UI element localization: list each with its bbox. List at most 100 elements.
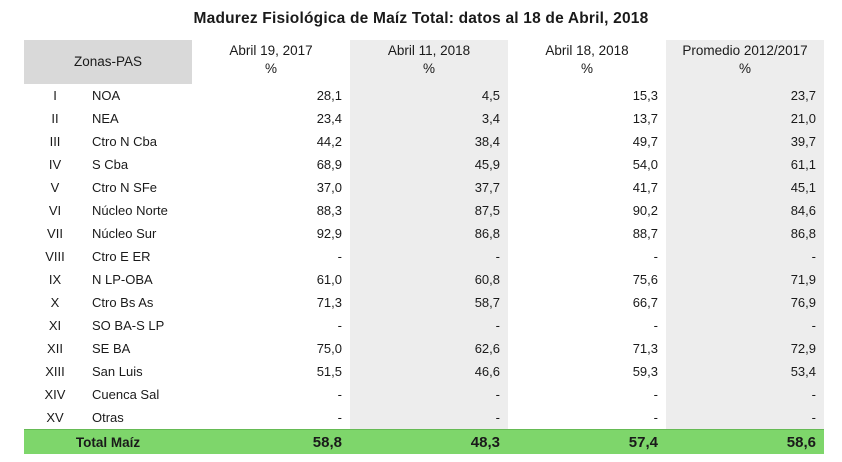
- zone-number: XIII: [24, 360, 86, 383]
- value-cell: 92,9: [316, 226, 342, 241]
- value-cell: 23,4: [316, 111, 342, 126]
- table-row: IV S Cba 68,9 45,9 54,0 61,1: [24, 153, 824, 176]
- zone-number: XII: [24, 337, 86, 360]
- zone-number: X: [24, 291, 86, 314]
- value-cell: -: [653, 318, 658, 333]
- value-cell: 45,1: [666, 176, 824, 199]
- column-header-unit: %: [264, 61, 277, 76]
- zone-number: V: [24, 176, 86, 199]
- zone-name: SO BA-S LP: [86, 314, 192, 337]
- value-cell: -: [350, 314, 508, 337]
- table-row: III Ctro N Cba 44,2 38,4 49,7 39,7: [24, 130, 824, 153]
- zonas-header: Zonas-PAS: [24, 40, 192, 84]
- value-cell: -: [337, 318, 342, 333]
- value-cell: 23,7: [666, 84, 824, 107]
- value-cell: 61,1: [666, 153, 824, 176]
- data-table-container: Zonas-PAS Abril 19, 2017 % Abril 11, 201…: [24, 40, 824, 454]
- zone-name: Ctro Bs As: [86, 291, 192, 314]
- value-cell: -: [666, 383, 824, 406]
- column-header-label: Abril 11, 2018: [387, 43, 471, 58]
- column-header-label: Promedio 2012/2017: [682, 43, 808, 58]
- page-title: Madurez Fisiológica de Maíz Total: datos…: [193, 10, 649, 27]
- zone-name: San Luis: [86, 360, 192, 383]
- value-cell: 71,9: [666, 268, 824, 291]
- column-header: Abril 18, 2018 %: [508, 40, 666, 84]
- column-header: Abril 19, 2017 %: [192, 40, 350, 84]
- table-row: VII Núcleo Sur 92,9 86,8 88,7 86,8: [24, 222, 824, 245]
- value-cell: 54,0: [632, 157, 658, 172]
- value-cell: 41,7: [632, 180, 658, 195]
- value-cell: 71,3: [632, 341, 658, 356]
- value-cell: 76,9: [666, 291, 824, 314]
- zone-name: Ctro N SFe: [86, 176, 192, 199]
- table-row: X Ctro Bs As 71,3 58,7 66,7 76,9: [24, 291, 824, 314]
- table-row: VIII Ctro E ER - - - -: [24, 245, 824, 268]
- value-cell: 66,7: [632, 295, 658, 310]
- zone-name: NOA: [86, 84, 192, 107]
- column-header-label: Abril 18, 2018: [545, 43, 629, 58]
- value-cell: 68,9: [316, 157, 342, 172]
- zone-number: II: [24, 107, 86, 130]
- table-row: VI Núcleo Norte 88,3 87,5 90,2 84,6: [24, 199, 824, 222]
- zone-number: XI: [24, 314, 86, 337]
- total-row: Total Maíz 58,8 48,3 57,4 58,6: [24, 429, 824, 454]
- column-header: Promedio 2012/2017 %: [666, 40, 824, 84]
- zone-number: XIV: [24, 383, 86, 406]
- zone-number: VI: [24, 199, 86, 222]
- zone-name: Núcleo Sur: [86, 222, 192, 245]
- value-cell: -: [653, 249, 658, 264]
- value-cell: 4,5: [350, 84, 508, 107]
- value-cell: -: [666, 406, 824, 430]
- value-cell: 71,3: [316, 295, 342, 310]
- zone-name: Núcleo Norte: [86, 199, 192, 222]
- value-cell: -: [350, 245, 508, 268]
- value-cell: -: [350, 406, 508, 430]
- value-cell: 86,8: [666, 222, 824, 245]
- zone-name: Ctro N Cba: [86, 130, 192, 153]
- table-row: II NEA 23,4 3,4 13,7 21,0: [24, 107, 824, 130]
- value-cell: 46,6: [350, 360, 508, 383]
- value-cell: 13,7: [632, 111, 658, 126]
- zone-number: IX: [24, 268, 86, 291]
- value-cell: 87,5: [350, 199, 508, 222]
- zone-number: VII: [24, 222, 86, 245]
- value-cell: 84,6: [666, 199, 824, 222]
- zone-name: Ctro E ER: [86, 245, 192, 268]
- value-cell: -: [666, 314, 824, 337]
- value-cell: 37,0: [316, 180, 342, 195]
- value-cell: 3,4: [350, 107, 508, 130]
- value-cell: 45,9: [350, 153, 508, 176]
- total-value: 58,6: [666, 429, 824, 454]
- value-cell: 60,8: [350, 268, 508, 291]
- value-cell: 72,9: [666, 337, 824, 360]
- header-row: Zonas-PAS Abril 19, 2017 % Abril 11, 201…: [24, 40, 824, 84]
- zone-name: N LP-OBA: [86, 268, 192, 291]
- value-cell: 62,6: [350, 337, 508, 360]
- value-cell: 75,0: [316, 341, 342, 356]
- zone-number: IV: [24, 153, 86, 176]
- value-cell: 90,2: [632, 203, 658, 218]
- table-row: XIII San Luis 51,5 46,6 59,3 53,4: [24, 360, 824, 383]
- value-cell: -: [337, 387, 342, 402]
- zone-number: III: [24, 130, 86, 153]
- total-value: 57,4: [508, 429, 666, 454]
- value-cell: 59,3: [632, 364, 658, 379]
- total-label: Total Maíz: [24, 429, 192, 454]
- value-cell: -: [350, 383, 508, 406]
- value-cell: 88,7: [632, 226, 658, 241]
- zone-number: VIII: [24, 245, 86, 268]
- value-cell: -: [653, 387, 658, 402]
- table-row: XI SO BA-S LP - - - -: [24, 314, 824, 337]
- table-row: V Ctro N SFe 37,0 37,7 41,7 45,1: [24, 176, 824, 199]
- value-cell: 21,0: [666, 107, 824, 130]
- column-header-unit: %: [738, 61, 751, 76]
- value-cell: 37,7: [350, 176, 508, 199]
- value-cell: 38,4: [350, 130, 508, 153]
- total-value: 58,8: [192, 429, 350, 454]
- value-cell: 88,3: [316, 203, 342, 218]
- value-cell: 86,8: [350, 222, 508, 245]
- value-cell: 51,5: [316, 364, 342, 379]
- table-row: IX N LP-OBA 61,0 60,8 75,6 71,9: [24, 268, 824, 291]
- column-header-label: Abril 19, 2017: [229, 43, 313, 58]
- zone-name: Cuenca Sal: [86, 383, 192, 406]
